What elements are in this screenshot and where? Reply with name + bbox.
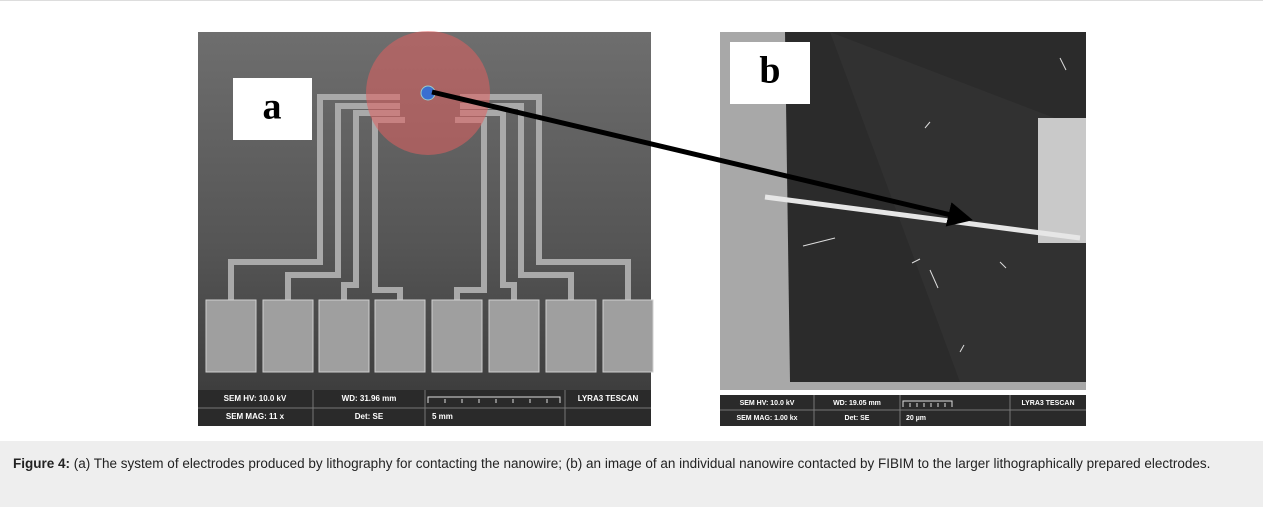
- info-brand: LYRA3 TESCAN: [1021, 400, 1074, 407]
- info-hv: SEM HV: 10.0 kV: [740, 400, 795, 407]
- figure: a SEM HV: 10.0 kV WD: 31.96 mm LYRA3 TES…: [0, 0, 1263, 426]
- info-dividers: [720, 395, 1086, 426]
- label-box: [730, 42, 810, 104]
- arrow: [431, 89, 973, 227]
- info-det: Det: SE: [845, 415, 870, 422]
- scale-bar: [427, 396, 561, 403]
- panel-label: a: [263, 86, 282, 128]
- info-scale: 20 µm: [906, 415, 926, 422]
- info-dividers: [198, 390, 651, 426]
- info-mag: SEM MAG: 11 x: [226, 412, 285, 421]
- info-mag: SEM MAG: 1.00 kx: [736, 415, 797, 422]
- info-hv: SEM HV: 10.0 kV: [224, 394, 287, 403]
- caption-text: (a) The system of electrodes produced by…: [73, 456, 1211, 471]
- scale-bar: [902, 400, 953, 407]
- info-scale: 5 mm: [432, 412, 453, 421]
- info-wd: WD: 31.96 mm: [342, 394, 397, 403]
- info-wd: WD: 19.05 mm: [833, 400, 881, 407]
- electrode-traces: [228, 94, 631, 300]
- panel-a: a SEM HV: 10.0 kV WD: 31.96 mm LYRA3 TES…: [198, 31, 654, 426]
- panel-b: b SEM HV: 10.0 kV WD: 19.05 mm LYRA3 TES…: [720, 32, 1086, 426]
- label-box: [233, 78, 312, 140]
- caption: Figure 4: (a) The system of electrodes p…: [0, 441, 1263, 507]
- panel-label: b: [759, 50, 780, 92]
- electrode: [1038, 118, 1086, 243]
- caption-label: Figure 4:: [13, 456, 71, 471]
- nanowire: [764, 194, 1081, 241]
- electrode-pads: [205, 299, 654, 373]
- info-det: Det: SE: [355, 412, 384, 421]
- info-brand: LYRA3 TESCAN: [578, 394, 639, 403]
